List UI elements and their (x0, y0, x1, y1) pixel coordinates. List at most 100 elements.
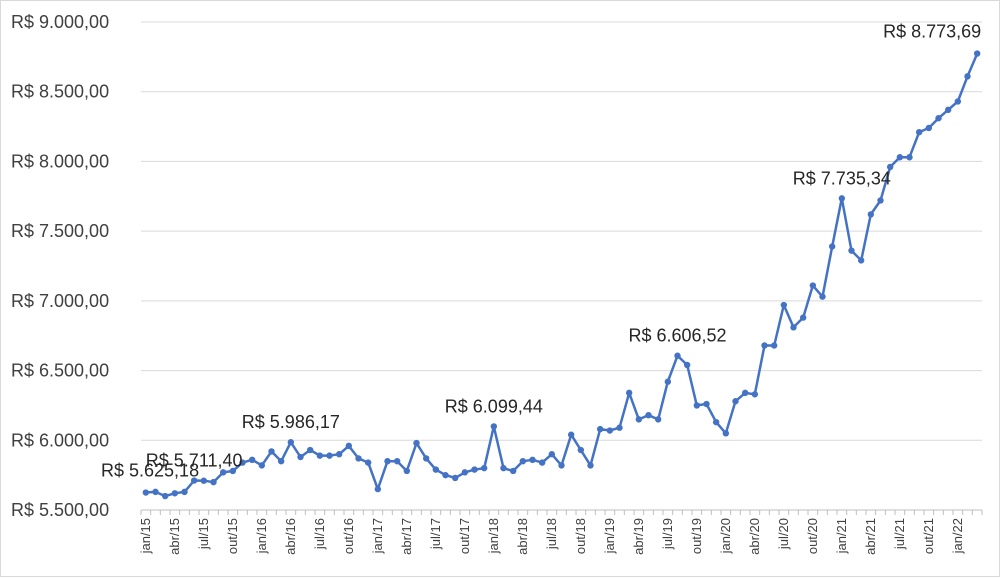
data-point (345, 442, 353, 450)
data-point (616, 424, 623, 431)
x-tick-label: out/15 (225, 518, 240, 554)
x-tick-label: abr/16 (283, 518, 298, 555)
data-point (828, 243, 836, 250)
data-point (567, 431, 575, 438)
data-point (635, 416, 643, 423)
data-point (751, 391, 759, 398)
data-point (848, 247, 855, 254)
y-tick-label: R$ 5.500,00 (11, 500, 109, 520)
data-label: R$ 5.625,18 (101, 461, 199, 481)
data-point (703, 400, 710, 408)
data-point (770, 342, 778, 349)
data-point (471, 466, 478, 473)
y-tick-label: R$ 7.000,00 (11, 291, 109, 311)
data-label: R$ 5.986,17 (242, 412, 340, 432)
data-point (664, 378, 672, 385)
data-point (799, 314, 807, 321)
data-point (780, 301, 788, 309)
data-point (683, 361, 691, 369)
data-point (867, 211, 875, 218)
x-tick-label: abr/17 (399, 518, 414, 555)
y-tick-label: R$ 7.500,00 (11, 221, 109, 241)
data-point (693, 402, 701, 409)
data-point (809, 282, 817, 289)
data-point (403, 467, 411, 475)
data-point (142, 489, 150, 496)
data-point (944, 106, 952, 114)
x-tick-label: out/18 (573, 518, 588, 554)
x-tick-label: jan/22 (950, 518, 965, 554)
x-tick-label: jan/21 (834, 518, 849, 554)
x-tick-label: out/20 (805, 518, 820, 554)
data-point (432, 466, 440, 473)
data-point (219, 469, 227, 476)
data-point (152, 488, 159, 496)
data-point (442, 471, 449, 479)
data-point (674, 352, 681, 359)
data-point (500, 464, 507, 472)
data-point (964, 73, 971, 80)
x-tick-label: jul/18 (544, 518, 559, 550)
data-point (596, 425, 604, 433)
gridlines (141, 21, 982, 511)
data-point (712, 418, 720, 426)
x-axis-tick-labels: jan/15 abr/15 jul/15 out/15 jan/16 abr/16 jul/… (138, 510, 983, 555)
y-tick-label: R$ 9.000,00 (11, 12, 109, 32)
x-tick-label: jan/18 (486, 518, 501, 554)
data-point (181, 488, 188, 496)
x-tick-label: jan/16 (254, 518, 269, 554)
data-point (877, 197, 884, 204)
data-point (374, 485, 382, 493)
data-point (200, 477, 208, 484)
y-tick-label: R$ 6.000,00 (11, 430, 109, 450)
data-label: R$ 5.711,40 (146, 451, 243, 471)
y-axis-tick-labels: R$ 5.500,00 R$ 6.000,00 R$ 6.500,00 R$ 7.00… (11, 12, 109, 520)
y-tick-label: R$ 8.500,00 (11, 82, 109, 102)
x-tick-label: jul/15 (196, 518, 211, 550)
data-point (925, 124, 933, 132)
data-point (393, 458, 401, 465)
data-point (316, 452, 324, 459)
data-point (355, 455, 362, 462)
x-tick-label: jan/17 (370, 518, 385, 554)
data-point (819, 293, 826, 300)
data-point (490, 423, 498, 430)
data-point (577, 446, 585, 454)
data-point (722, 430, 730, 437)
x-tick-label: jan/19 (602, 518, 617, 554)
data-point (954, 98, 962, 105)
data-point (857, 257, 865, 264)
data-point (645, 411, 652, 419)
x-tick-label: abr/18 (515, 518, 530, 555)
x-tick-label: abr/15 (167, 518, 182, 555)
data-label: R$ 6.099,44 (445, 396, 543, 416)
data-point (538, 459, 546, 466)
data-point (461, 469, 469, 476)
y-tick-label: R$ 8.000,00 (11, 151, 109, 171)
data-label: R$ 6.606,52 (628, 326, 726, 346)
data-point (229, 467, 237, 475)
x-tick-label: abr/21 (863, 518, 878, 555)
data-point (277, 458, 285, 465)
data-point (190, 477, 198, 484)
data-point (548, 451, 556, 458)
data-point (171, 490, 179, 497)
data-labels: R$ 5.625,18R$ 5.711,40 R$ 5.986,17 R$ 6.09… (101, 22, 981, 481)
data-point (896, 154, 904, 161)
data-point (654, 416, 662, 423)
data-point (451, 474, 459, 482)
data-point (732, 398, 739, 405)
data-point (519, 458, 527, 465)
data-point (210, 478, 217, 486)
data-point (306, 446, 314, 454)
data-point (287, 439, 295, 446)
data-point (326, 452, 333, 459)
data-point (384, 458, 391, 465)
data-point (973, 50, 981, 57)
data-point (297, 453, 304, 461)
x-tick-label: jan/20 (718, 518, 733, 554)
x-tick-label: jul/19 (660, 518, 675, 550)
data-point (258, 462, 266, 469)
